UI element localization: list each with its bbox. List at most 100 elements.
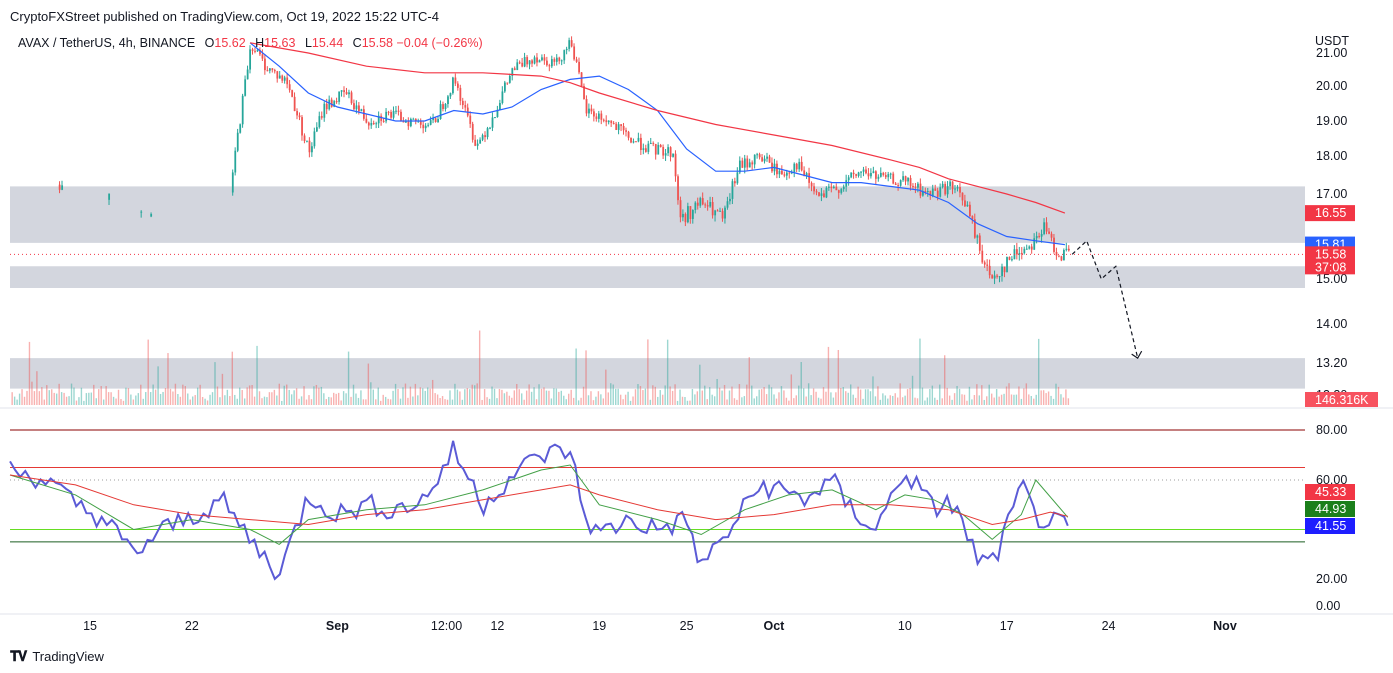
candle-body[interactable] (709, 202, 712, 207)
candle-body[interactable] (748, 162, 751, 168)
candle-body[interactable] (682, 213, 684, 218)
candle-body[interactable] (536, 57, 538, 63)
candle-body[interactable] (320, 116, 323, 118)
candle-body[interactable] (432, 118, 435, 121)
candle-body[interactable] (1011, 259, 1013, 261)
candle-body[interactable] (926, 191, 929, 193)
candle-body[interactable] (751, 162, 754, 165)
support-resistance-zone-0[interactable] (10, 186, 1305, 243)
candle-body[interactable] (763, 158, 766, 162)
candle-body[interactable] (677, 176, 679, 201)
candle-body[interactable] (303, 135, 306, 141)
candle-body[interactable] (902, 176, 905, 181)
candle-body[interactable] (877, 176, 880, 179)
candle-body[interactable] (150, 214, 153, 217)
candle-body[interactable] (350, 92, 353, 104)
candle-body[interactable] (471, 123, 474, 140)
candle-body[interactable] (291, 90, 294, 97)
candle-body[interactable] (771, 162, 773, 172)
candle-body[interactable] (674, 153, 677, 177)
candle-body[interactable] (565, 48, 568, 51)
candle-body[interactable] (894, 183, 897, 185)
candle-body[interactable] (254, 50, 256, 52)
symbol-name[interactable]: AVAX / TetherUS, 4h, BINANCE (18, 36, 196, 50)
candle-body[interactable] (803, 170, 806, 177)
candle-body[interactable] (392, 110, 395, 118)
candle-body[interactable] (281, 75, 284, 81)
rsi-ma-red-line[interactable] (9, 474, 1068, 526)
candle-body[interactable] (1008, 257, 1011, 260)
candle-body[interactable] (338, 91, 341, 102)
candle-body[interactable] (635, 141, 637, 143)
candle-body[interactable] (365, 118, 368, 123)
candle-body[interactable] (283, 77, 286, 81)
candle-body[interactable] (563, 50, 566, 61)
candle-body[interactable] (783, 174, 786, 176)
candle-body[interactable] (644, 148, 647, 152)
candle-body[interactable] (340, 90, 343, 92)
candle-body[interactable] (442, 104, 444, 109)
candle-body[interactable] (313, 131, 316, 147)
candle-body[interactable] (766, 156, 768, 159)
candle-body[interactable] (850, 172, 853, 178)
projection-arrow-path[interactable] (1071, 239, 1139, 359)
candle-body[interactable] (615, 123, 618, 130)
rsi-tag-44.93[interactable] (1305, 501, 1355, 517)
candle-body[interactable] (996, 275, 999, 277)
candle-body[interactable] (738, 160, 741, 173)
candle-body[interactable] (367, 122, 370, 126)
candle-body[interactable] (328, 99, 331, 110)
candle-body[interactable] (516, 62, 519, 70)
candle-body[interactable] (867, 173, 870, 177)
candle-body[interactable] (785, 172, 788, 176)
candle-body[interactable] (422, 124, 425, 129)
candle-body[interactable] (1018, 252, 1021, 255)
candle-body[interactable] (983, 262, 986, 265)
candle-body[interactable] (437, 118, 440, 122)
candle-body[interactable] (776, 163, 778, 175)
candle-body[interactable] (461, 100, 464, 106)
candle-body[interactable] (301, 117, 303, 136)
candle-body[interactable] (315, 127, 318, 132)
candle-body[interactable] (887, 174, 890, 178)
candle-body[interactable] (1025, 248, 1028, 250)
rsi-line[interactable] (9, 440, 1069, 581)
candle-body[interactable] (684, 213, 687, 223)
candle-body[interactable] (808, 173, 811, 183)
candle-body[interactable] (424, 125, 427, 129)
candle-body[interactable] (298, 115, 301, 118)
candle-body[interactable] (439, 104, 442, 119)
moving-average-slow-line[interactable] (249, 42, 1066, 214)
candle-body[interactable] (840, 189, 843, 193)
rsi-tag-45.33[interactable] (1305, 484, 1355, 500)
candle-body[interactable] (627, 131, 630, 138)
candle-body[interactable] (251, 49, 254, 51)
candle-body[interactable] (479, 139, 482, 144)
candle-body[interactable] (726, 201, 729, 208)
candle-body[interactable] (988, 265, 991, 276)
candle-body[interactable] (1038, 235, 1041, 237)
candle-body[interactable] (476, 143, 479, 146)
candle-body[interactable] (835, 186, 838, 191)
candle-body[interactable] (234, 150, 237, 173)
candle-body[interactable] (61, 185, 64, 190)
candle-body[interactable] (993, 275, 996, 279)
candle-body[interactable] (276, 71, 279, 79)
candle-body[interactable] (308, 140, 311, 153)
candle-body[interactable] (496, 109, 499, 118)
candle-body[interactable] (842, 186, 845, 190)
candle-body[interactable] (649, 143, 652, 145)
candle-body[interactable] (1055, 251, 1058, 256)
candle-body[interactable] (986, 264, 989, 266)
candle-body[interactable] (1058, 255, 1060, 257)
candle-body[interactable] (969, 204, 971, 217)
candle-body[interactable] (741, 160, 744, 168)
candle-body[interactable] (743, 158, 746, 168)
candle-body[interactable] (1030, 246, 1033, 250)
candle-body[interactable] (857, 172, 860, 176)
candle-body[interactable] (140, 211, 143, 213)
candle-body[interactable] (311, 146, 313, 153)
candle-body[interactable] (494, 117, 496, 119)
candle-body[interactable] (630, 137, 632, 143)
candle-body[interactable] (590, 108, 593, 112)
